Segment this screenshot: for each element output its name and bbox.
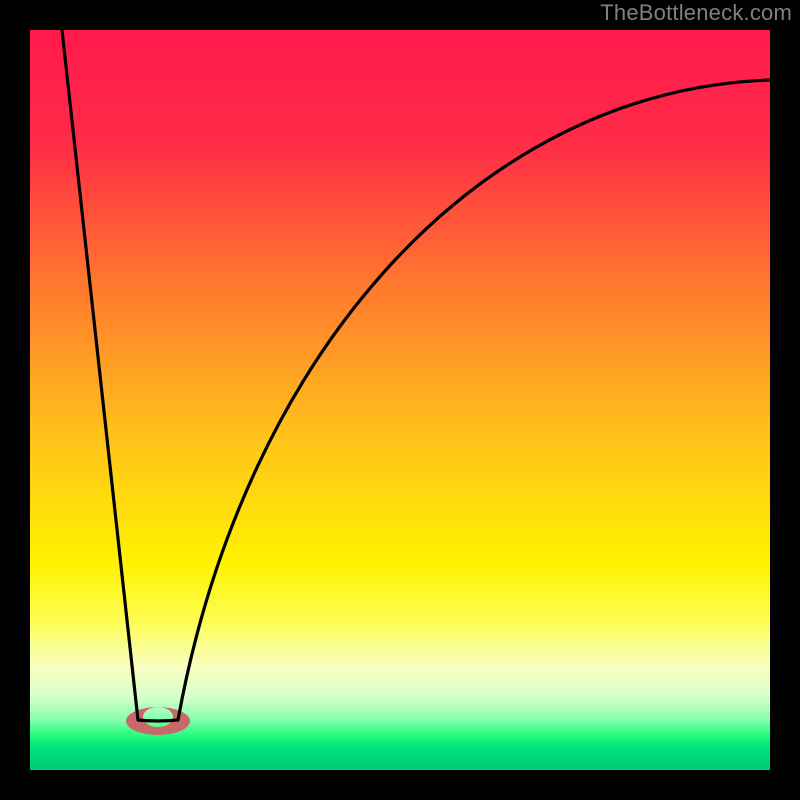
plot-area xyxy=(30,30,770,770)
chart-container: TheBottleneck.com xyxy=(0,0,800,800)
watermark-text: TheBottleneck.com xyxy=(600,0,792,26)
bottleneck-chart xyxy=(0,0,800,800)
